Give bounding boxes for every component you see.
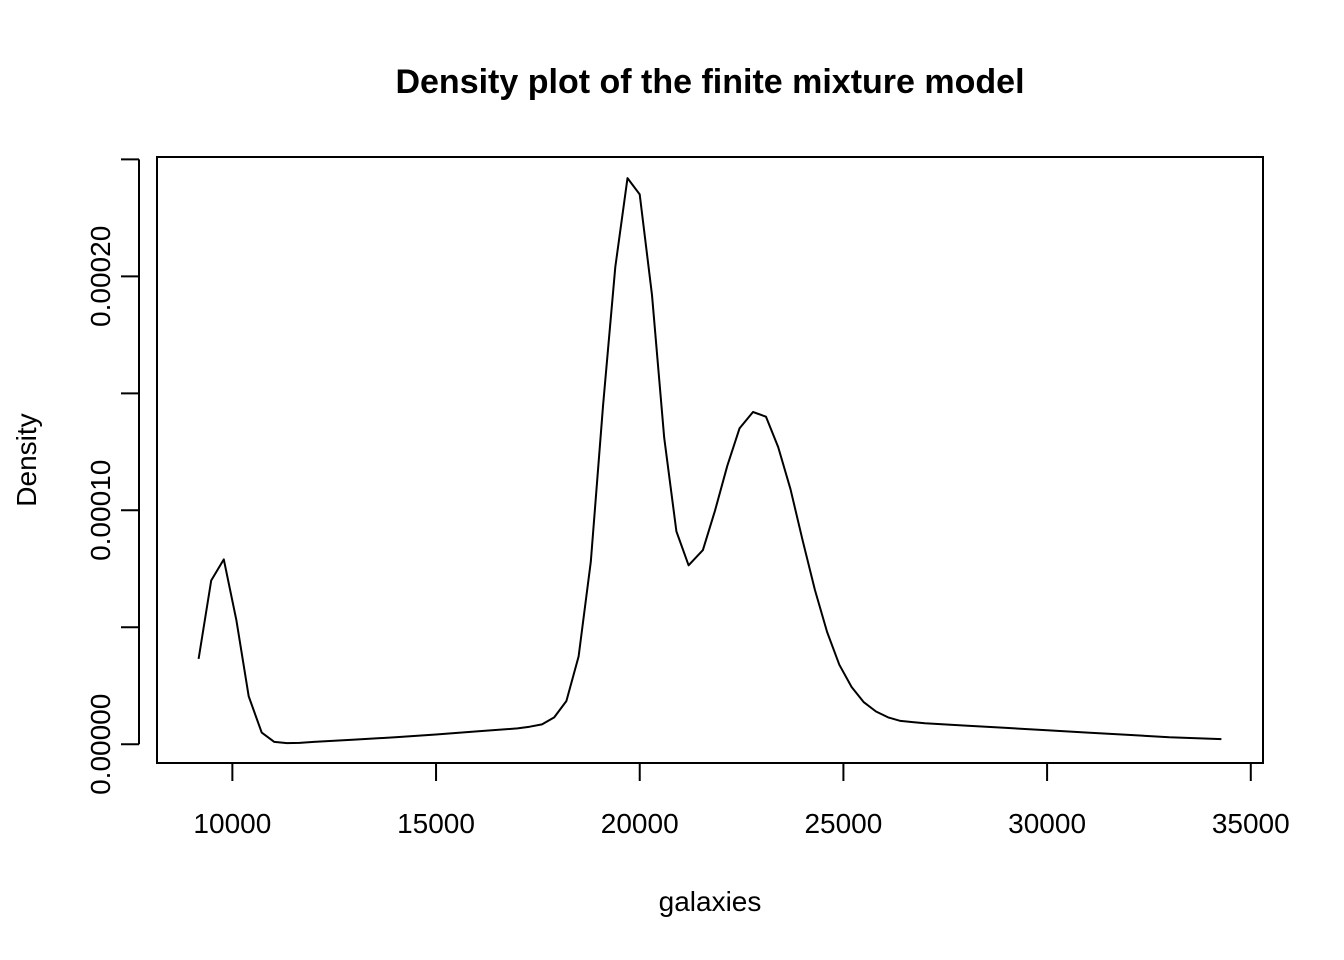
x-tick-label: 15000 xyxy=(397,808,475,839)
chart-title: Density plot of the finite mixture model xyxy=(395,63,1024,101)
x-tick-label: 35000 xyxy=(1212,808,1290,839)
plot-frame xyxy=(156,156,1264,764)
x-tick-label: 10000 xyxy=(193,808,271,839)
x-tick-label: 20000 xyxy=(601,808,679,839)
x-axis-label: galaxies xyxy=(659,886,762,917)
y-tick-label: 0.00020 xyxy=(85,226,116,327)
y-axis: 0.00000 0.00010 0.00020 xyxy=(85,158,140,795)
density-curve xyxy=(197,177,1222,745)
x-axis: 10000 15000 20000 25000 30000 35000 xyxy=(193,762,1290,839)
x-tick-label: 25000 xyxy=(804,808,882,839)
y-tick-label: 0.00000 xyxy=(85,694,116,795)
x-tick-label: 30000 xyxy=(1008,808,1086,839)
y-tick-label: 0.00010 xyxy=(85,460,116,561)
y-axis-label: Density xyxy=(11,413,42,506)
